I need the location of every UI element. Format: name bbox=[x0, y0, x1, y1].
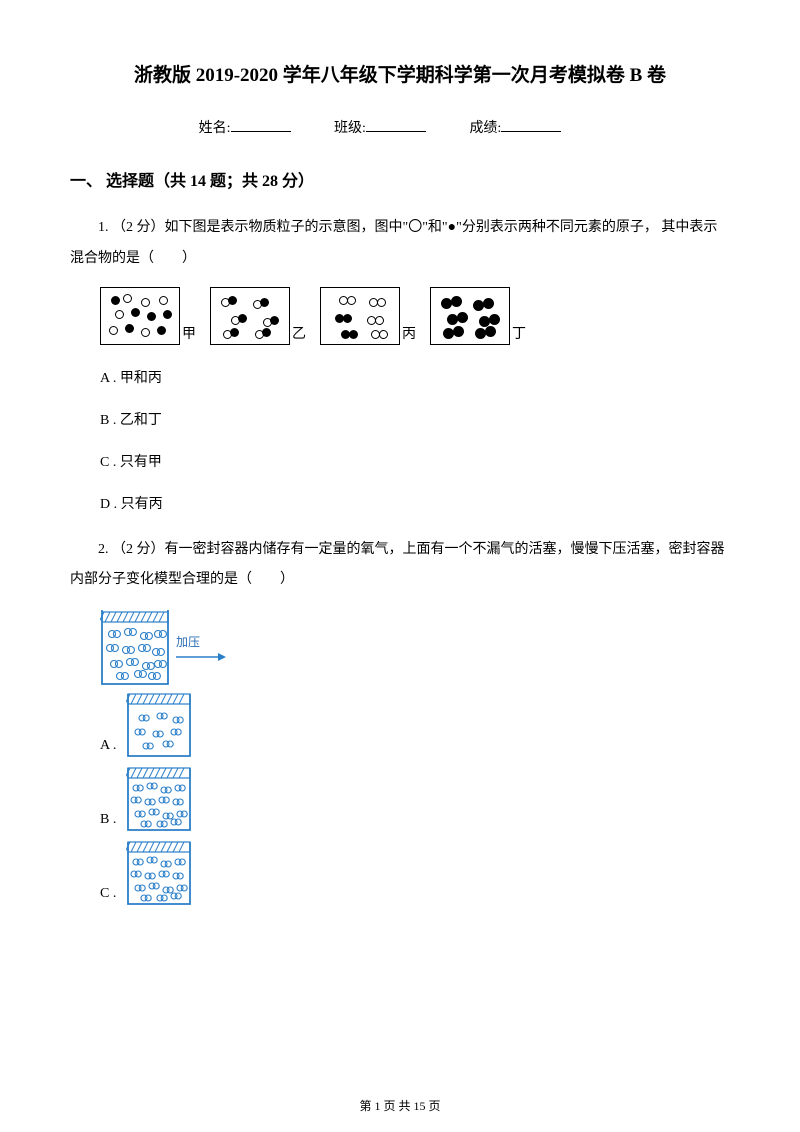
q1-label-jia: 甲 bbox=[182, 323, 196, 345]
q1-label-bing: 丙 bbox=[402, 323, 416, 345]
q1-option-a: A . 甲和丙 bbox=[100, 367, 730, 387]
arrow-icon bbox=[176, 652, 226, 662]
q2-option-a-row: A . bbox=[100, 692, 730, 758]
q1-diagram-bing: 丙 bbox=[320, 287, 416, 345]
score-label: 成绩: bbox=[469, 121, 501, 136]
q2-option-b-row: B . bbox=[100, 766, 730, 832]
q2-arrow-text: 加压 bbox=[176, 633, 226, 650]
class-label: 班级: bbox=[334, 121, 366, 136]
document-title: 浙教版 2019-2020 学年八年级下学期科学第一次月考模拟卷 B 卷 bbox=[70, 60, 730, 87]
q1-diagram-yi: 乙 bbox=[210, 287, 306, 345]
student-info-line: 姓名: 班级: 成绩: bbox=[70, 117, 730, 137]
q2-arrow-label: 加压 bbox=[176, 633, 226, 662]
q1-label-yi: 乙 bbox=[292, 323, 306, 345]
q1-option-b: B . 乙和丁 bbox=[100, 409, 730, 429]
q1-option-c: C . 只有甲 bbox=[100, 451, 730, 471]
q2-beaker-a bbox=[126, 692, 192, 758]
q2-option-c-row: C . bbox=[100, 840, 730, 906]
q2-beaker-c bbox=[126, 840, 192, 906]
q1-diagram-ding: 丁 bbox=[430, 287, 526, 345]
score-blank bbox=[501, 131, 561, 132]
section-1-title: 一、 选择题（共 14 题；共 28 分） bbox=[70, 167, 730, 191]
question-1-stem: 1. （2 分）如下图是表示物质粒子的示意图，图中"〇"和"●"分别表示两种不同… bbox=[70, 213, 730, 275]
class-blank bbox=[366, 131, 426, 132]
page-footer: 第 1 页 共 15 页 bbox=[0, 1097, 800, 1114]
name-label: 姓名: bbox=[199, 121, 231, 136]
q1-diagram-jia: 甲 bbox=[100, 287, 196, 345]
q1-diagram-row: 甲 乙 丙 丁 bbox=[100, 287, 730, 345]
q1-label-ding: 丁 bbox=[512, 323, 526, 345]
q2-main-beaker bbox=[100, 608, 170, 686]
name-blank bbox=[231, 131, 291, 132]
q2-option-b-label: B . bbox=[100, 812, 116, 832]
q2-diagrams: 加压 A . B . C . bbox=[100, 608, 730, 906]
q2-option-a-label: A . bbox=[100, 738, 116, 758]
q1-option-d: D . 只有丙 bbox=[100, 493, 730, 513]
question-2-stem: 2. （2 分）有一密封容器内储存有一定量的氧气，上面有一个不漏气的活塞，慢慢下… bbox=[70, 535, 730, 597]
q1-options: A . 甲和丙 B . 乙和丁 C . 只有甲 D . 只有丙 bbox=[100, 367, 730, 513]
q2-option-c-label: C . bbox=[100, 886, 116, 906]
q2-main-beaker-row: 加压 bbox=[100, 608, 730, 686]
q2-beaker-b bbox=[126, 766, 192, 832]
